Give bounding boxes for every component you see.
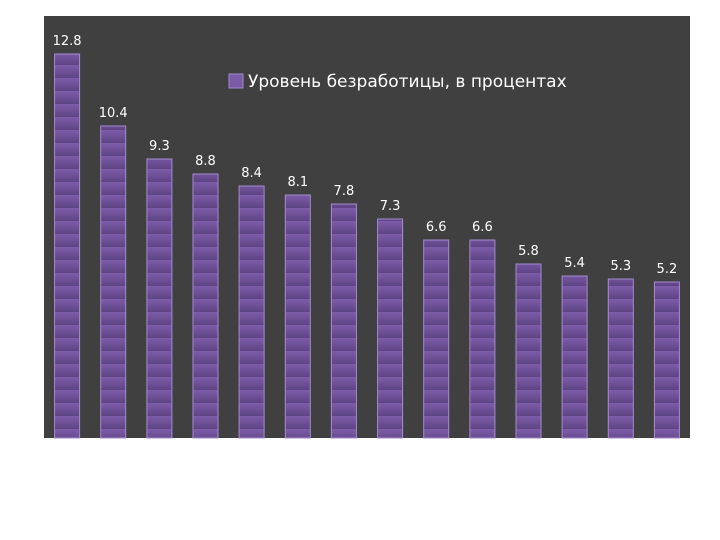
bar-7	[330, 203, 357, 439]
data-label-1: 12.8	[53, 34, 82, 49]
data-label-5: 8.4	[241, 166, 262, 181]
legend-label: Уровень безработицы, в процентах	[248, 72, 567, 92]
bar-13	[607, 278, 634, 439]
bar-9	[423, 239, 450, 439]
data-label-6: 8.1	[287, 175, 308, 190]
bar-5	[238, 185, 265, 439]
data-label-11: 5.8	[518, 244, 539, 259]
data-label-9: 6.6	[426, 220, 447, 235]
data-labels-layer: 12.8 10.4 9.3 8.8 8.4 8.1 7.8 7.3 6.6 6.6 5.8 5.4 5.…	[53, 34, 678, 277]
legend: Уровень безработицы, в процентах	[228, 72, 567, 92]
data-label-4: 8.8	[195, 154, 216, 169]
bar-12	[561, 275, 588, 439]
data-label-3: 9.3	[149, 139, 170, 154]
bar-1	[54, 53, 81, 439]
data-label-13: 5.3	[610, 259, 631, 274]
bar-11	[515, 263, 542, 439]
bars-layer	[54, 53, 680, 439]
data-label-10: 6.6	[472, 220, 493, 235]
data-label-2: 10.4	[99, 106, 128, 121]
bar-6	[284, 194, 311, 439]
data-label-8: 7.3	[380, 199, 401, 214]
bar-2	[100, 125, 127, 439]
data-label-12: 5.4	[564, 256, 585, 271]
bar-4	[192, 173, 219, 439]
bar-3	[146, 158, 173, 439]
legend-swatch	[228, 73, 244, 89]
bar-10	[469, 239, 496, 439]
data-label-7: 7.8	[334, 184, 355, 199]
data-label-14: 5.2	[657, 262, 678, 277]
bar-8	[377, 218, 404, 439]
bar-14	[653, 281, 680, 439]
